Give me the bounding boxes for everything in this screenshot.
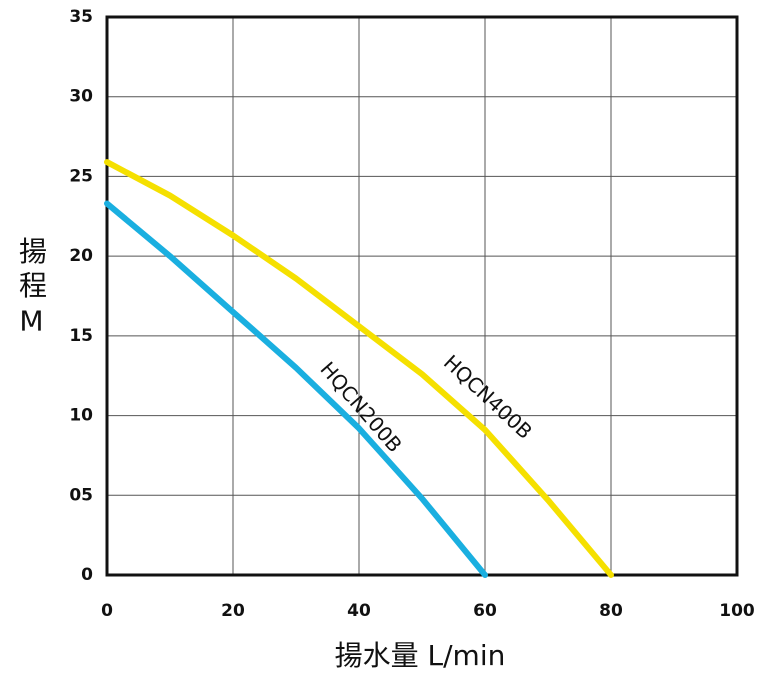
y-tick-label: 35	[69, 7, 93, 27]
x-tick-label: 0	[101, 601, 113, 621]
x-axis-label: 揚水量 L/min	[335, 639, 506, 672]
y-tick-label: 0	[81, 565, 93, 585]
series-label: HQCN200B	[315, 357, 406, 457]
x-tick-label: 40	[347, 601, 371, 621]
x-tick-label: 60	[473, 601, 497, 621]
series-line	[104, 159, 614, 578]
plot-frame	[105, 15, 739, 577]
y-tick-label: 05	[69, 485, 93, 505]
x-tick-label: 20	[221, 601, 245, 621]
y-tick-label: 30	[69, 87, 93, 107]
y-tick-label: 15	[69, 326, 93, 346]
x-tick-label: 100	[719, 601, 755, 621]
y-tick-label: 25	[69, 166, 93, 186]
y-axis-label: 揚程M	[15, 236, 48, 343]
y-tick-label: 20	[69, 246, 93, 266]
y-tick-label: 10	[69, 406, 93, 426]
series-line	[104, 200, 488, 578]
x-tick-label: 80	[599, 601, 623, 621]
